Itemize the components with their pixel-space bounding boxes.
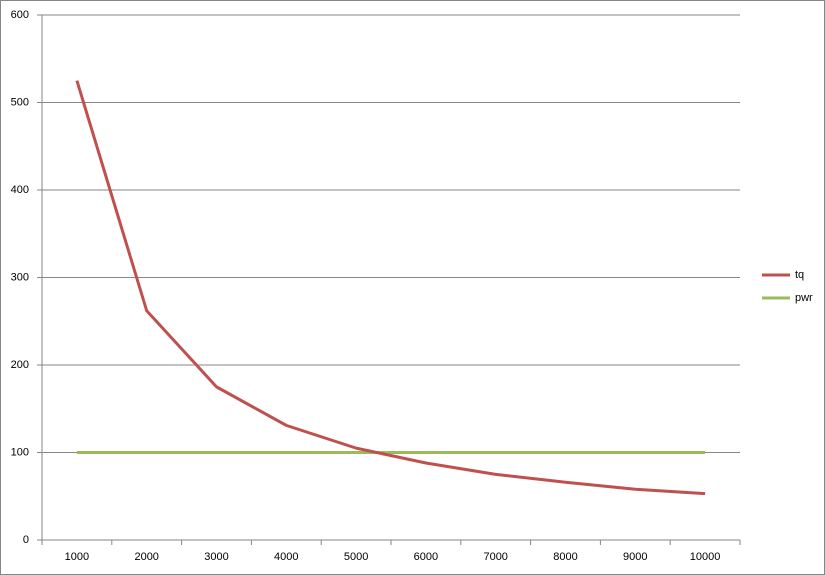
y-tick-label: 600: [11, 9, 29, 21]
x-tick-label: 2000: [134, 551, 158, 563]
y-tick-label: 100: [11, 446, 29, 458]
legend-label: tq: [795, 269, 804, 281]
y-tick-label: 400: [11, 184, 29, 196]
x-tick-label: 9000: [623, 551, 647, 563]
series-line: [75, 80, 706, 496]
x-tick-label: 8000: [553, 551, 577, 563]
y-tick-label: 0: [23, 534, 29, 546]
x-tick-label: 6000: [414, 551, 438, 563]
x-tick-label: 5000: [344, 551, 368, 563]
y-tick-label: 200: [11, 359, 29, 371]
x-tick-label: 10000: [690, 551, 721, 563]
y-tick-label: 300: [11, 271, 29, 283]
y-tick-label: 500: [11, 96, 29, 108]
x-tick-label: 1000: [65, 551, 89, 563]
legend-label: pwr: [795, 292, 813, 304]
x-tick-label: 7000: [483, 551, 507, 563]
x-tick-label: 3000: [204, 551, 228, 563]
x-tick-label: 4000: [274, 551, 298, 563]
